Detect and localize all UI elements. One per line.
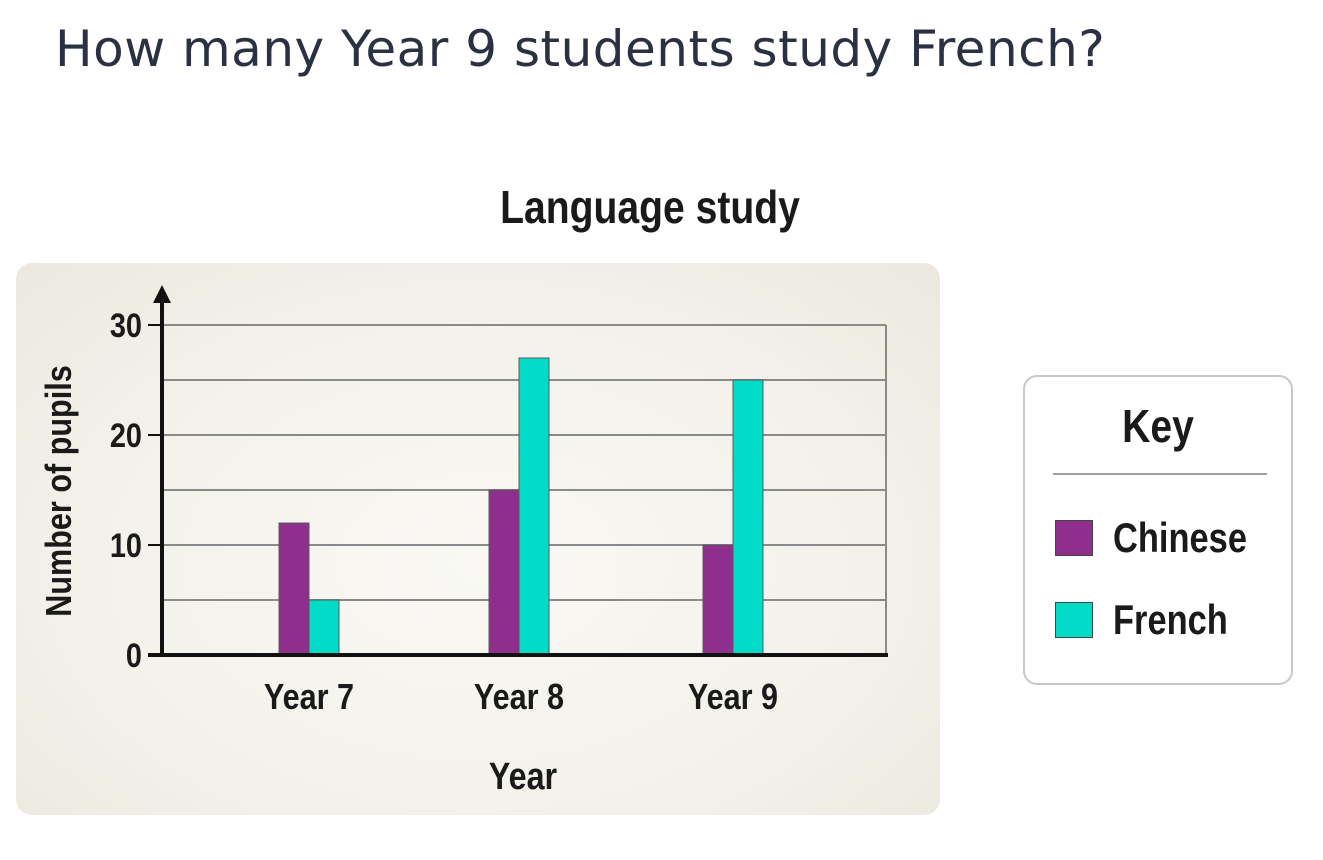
legend-label-french: French xyxy=(1113,596,1228,643)
x-tick-label: Year 9 xyxy=(688,678,778,718)
bar-chinese-year-7 xyxy=(278,522,310,656)
y-tick-label: 10 xyxy=(110,526,142,565)
x-tick-label: Year 8 xyxy=(474,678,564,718)
bar-chinese-year-8 xyxy=(488,489,520,656)
axis-labels: 0 10 20 30 Year 7 Year 8 Year 9 xyxy=(110,306,778,718)
legend-label-chinese: Chinese xyxy=(1113,514,1247,561)
legend-swatch-chinese xyxy=(1055,520,1093,556)
y-axis-arrow-icon xyxy=(153,285,171,303)
key-title: Key xyxy=(1122,400,1194,452)
y-tick-label: 20 xyxy=(110,416,142,455)
chart-panel: 0 10 20 30 Year 7 Year 8 Year 9 Year Number of… xyxy=(16,263,940,815)
axes xyxy=(148,285,888,657)
y-tick-label: 30 xyxy=(110,306,142,345)
question-text: How many Year 9 students study French? xyxy=(55,20,1106,78)
legend-key: Key Chinese French xyxy=(1023,375,1293,685)
x-tick-label: Year 7 xyxy=(264,678,354,718)
chart-title: Language study xyxy=(500,181,800,233)
bar-french-year-8 xyxy=(518,357,550,656)
x-axis-title: Year xyxy=(489,756,557,798)
key-divider xyxy=(1053,473,1267,475)
bar-french-year-7 xyxy=(308,599,340,656)
legend-item-french: French xyxy=(1055,595,1253,645)
bars xyxy=(278,357,764,656)
legend-swatch-french xyxy=(1055,602,1093,638)
y-tick-label: 0 xyxy=(126,636,142,675)
bar-french-year-9 xyxy=(732,379,764,656)
y-axis-title: Number of pupils xyxy=(40,365,80,616)
bar-chinese-year-9 xyxy=(702,544,734,656)
legend-item-chinese: Chinese xyxy=(1055,513,1276,563)
bar-chart: 0 10 20 30 Year 7 Year 8 Year 9 Year Number of… xyxy=(40,285,888,798)
